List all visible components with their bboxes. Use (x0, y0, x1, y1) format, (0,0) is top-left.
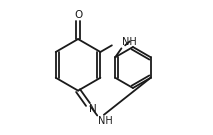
Text: NH: NH (98, 116, 113, 126)
Text: NH: NH (122, 37, 137, 47)
Text: N: N (89, 104, 96, 114)
Text: O: O (74, 10, 82, 20)
